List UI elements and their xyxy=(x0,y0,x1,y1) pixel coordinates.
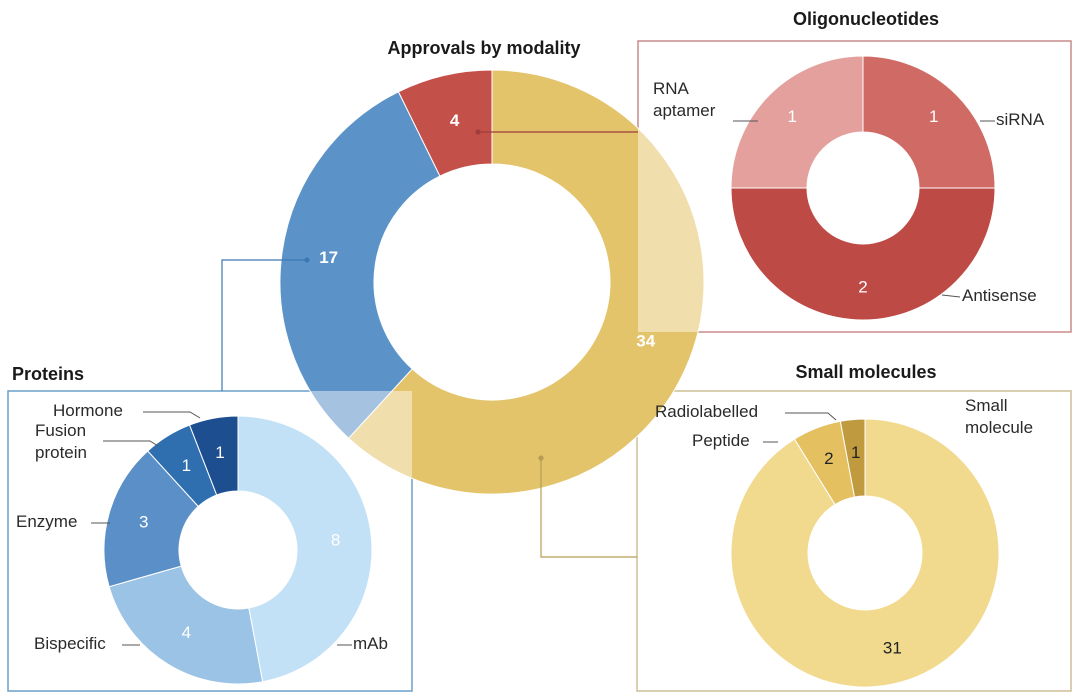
oligonucleotides-label-rna-aptamer: RNA aptamer xyxy=(653,79,716,120)
small-molecules-label-radiolabelled: Radiolabelled xyxy=(655,402,758,421)
approvals-by-modality-value-oligonucleotides: 4 xyxy=(450,111,460,130)
proteins-connector xyxy=(221,259,307,391)
small-molecules-title: Small molecules xyxy=(795,362,936,382)
proteins-value-fusion-protein: 1 xyxy=(182,456,191,475)
proteins-slice-mab xyxy=(237,415,373,683)
proteins-label-enzyme: Enzyme xyxy=(16,512,77,531)
approvals-by-modality-slice-proteins xyxy=(279,91,441,439)
proteins-slice-enzyme xyxy=(103,450,199,588)
proteins-label-line: Fusion xyxy=(35,421,86,440)
proteins-label-bispecific: Bispecific xyxy=(34,634,106,653)
proteins-label-line: protein xyxy=(35,443,87,462)
approvals-by-modality-donut xyxy=(279,69,705,495)
approvals-by-modality-title: Approvals by modality xyxy=(387,38,580,58)
small-molecules-label-small-molecule: Small molecule xyxy=(965,396,1033,437)
proteins-value-hormone: 1 xyxy=(215,443,224,462)
small-molecules-label-line: Peptide xyxy=(692,431,750,450)
oligonucleotides-slice-antisense xyxy=(730,187,996,321)
small-molecules-label-line: Small xyxy=(965,396,1008,415)
proteins-label-line: Enzyme xyxy=(16,512,77,531)
small-molecules-slice-small-molecule xyxy=(730,418,1000,688)
oligonucleotides-label-line: Antisense xyxy=(962,286,1037,305)
oligonucleotides-label-antisense: Antisense xyxy=(962,286,1037,305)
oligonucleotides-label-line: aptamer xyxy=(653,101,716,120)
oligonucleotides-label-line: siRNA xyxy=(996,110,1045,129)
small-molecules-connector-dot xyxy=(538,455,544,461)
small-molecules-value-peptide: 2 xyxy=(824,449,833,468)
small-molecules-value-small-molecule: 31 xyxy=(883,639,902,658)
approvals-by-modality-value-proteins: 17 xyxy=(319,248,338,267)
approvals-by-modality-slice-small-molecules xyxy=(347,69,705,495)
proteins-leader-hormone xyxy=(143,411,201,419)
proteins-label-line: Hormone xyxy=(53,401,123,420)
proteins-leader-fusion-protein xyxy=(103,440,159,447)
small-molecules-value-radiolabelled: 1 xyxy=(851,443,860,462)
approvals-by-modality-slice-oligonucleotides xyxy=(397,69,493,177)
oligonucleotides-leader-antisense xyxy=(941,294,961,298)
small-molecules-label-line: molecule xyxy=(965,418,1033,437)
proteins-connector-dot xyxy=(304,257,310,263)
proteins-value-bispecific: 4 xyxy=(182,623,191,642)
oligonucleotides-label-line: RNA xyxy=(653,79,690,98)
proteins-label-mab: mAb xyxy=(353,634,388,653)
small-molecules-box xyxy=(636,390,1072,692)
proteins-slice-bispecific xyxy=(108,565,264,685)
oligonucleotides-value-rna-aptamer: 1 xyxy=(788,107,797,126)
breakout-boxes xyxy=(7,40,1072,692)
oligonucleotides-title: Oligonucleotides xyxy=(793,9,939,29)
proteins-label-fusion-protein: Fusion protein xyxy=(35,421,87,462)
small-molecules-slice-radiolabelled xyxy=(839,418,866,498)
proteins-box xyxy=(7,390,413,692)
oligonucleotides-connector-dot xyxy=(475,129,481,135)
oligonucleotides-value-antisense: 2 xyxy=(858,277,867,296)
small-molecules-donut xyxy=(730,418,1000,688)
proteins-title: Proteins xyxy=(12,364,84,384)
small-molecules-connector xyxy=(540,458,637,558)
proteins-slice-hormone xyxy=(188,415,239,496)
oligonucleotides-label-sirna: siRNA xyxy=(996,110,1045,129)
approvals-by-modality-value-small-molecules: 34 xyxy=(636,331,655,350)
oligonucleotides-value-sirna: 1 xyxy=(929,107,938,126)
proteins-value-mab: 8 xyxy=(331,530,340,549)
donuts xyxy=(103,55,1000,688)
oligonucleotides-donut xyxy=(730,55,996,321)
oligonucleotides-slice-rna-aptamer xyxy=(730,55,864,189)
proteins-label-line: Bispecific xyxy=(34,634,106,653)
proteins-donut xyxy=(103,415,373,685)
proteins-value-enzyme: 3 xyxy=(139,513,148,532)
proteins-label-hormone: Hormone xyxy=(53,401,123,420)
proteins-label-line: mAb xyxy=(353,634,388,653)
small-molecules-leader-radiolabelled xyxy=(785,412,837,421)
oligonucleotides-slice-sirna xyxy=(862,55,996,189)
small-molecules-label-line: Radiolabelled xyxy=(655,402,758,421)
small-molecules-label-peptide: Peptide xyxy=(692,431,750,450)
